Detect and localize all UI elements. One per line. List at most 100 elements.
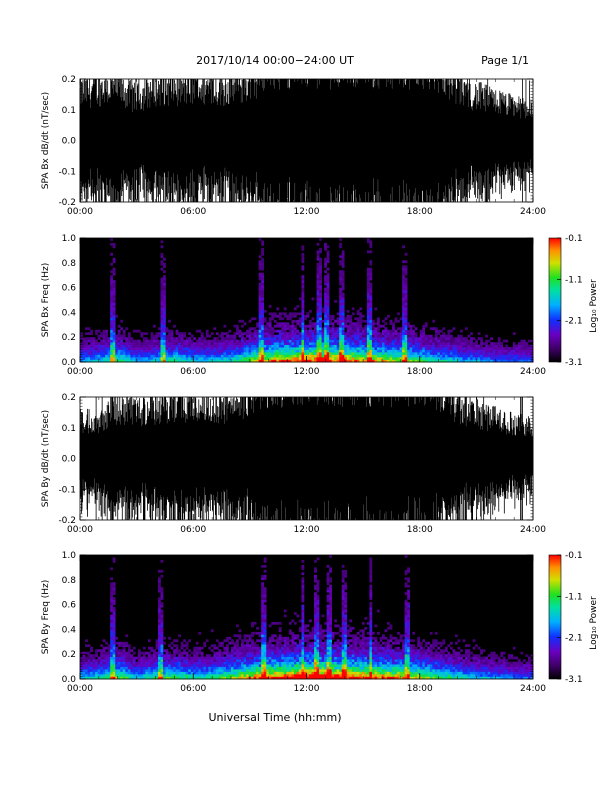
- heatmap-cell: [195, 352, 199, 355]
- heatmap-cell: [303, 669, 307, 672]
- x-tick-label: 18:00: [407, 525, 433, 535]
- heatmap-cell: [314, 612, 317, 615]
- heatmap-cell: [236, 641, 239, 645]
- heatmap-cell: [341, 349, 345, 353]
- heatmap-cell: [200, 349, 204, 353]
- heatmap-cell: [316, 661, 320, 665]
- heatmap-cell: [160, 359, 164, 363]
- heatmap-cell: [339, 270, 343, 274]
- heatmap-cell: [281, 666, 285, 670]
- heatmap-cell: [432, 319, 436, 323]
- heatmap-cell: [298, 674, 302, 677]
- heatmap-cell: [220, 332, 224, 336]
- heatmap-cell: [112, 242, 116, 246]
- heatmap-cell: [326, 654, 330, 657]
- heatmap-cell: [180, 359, 184, 363]
- heatmap-cell: [301, 614, 305, 618]
- heatmap-cell: [291, 654, 295, 657]
- heatmap-cell: [253, 352, 257, 355]
- heatmap-cell: [530, 347, 534, 350]
- heatmap-cell: [261, 659, 265, 662]
- heatmap-cell: [145, 337, 149, 340]
- heatmap-cell: [359, 344, 363, 348]
- heatmap-cell: [163, 290, 166, 293]
- heatmap-cell: [442, 339, 446, 343]
- heatmap-cell: [374, 344, 378, 348]
- heatmap-cell: [301, 357, 305, 360]
- heatmap-cell: [105, 354, 108, 358]
- heatmap-cell: [193, 651, 197, 655]
- heatmap-cell: [233, 666, 237, 670]
- heatmap-cell: [132, 344, 136, 348]
- heatmap-cell: [225, 664, 229, 667]
- heatmap-cell: [256, 654, 259, 657]
- heatmap-cell: [314, 322, 317, 326]
- heatmap-cell: [341, 357, 345, 360]
- heatmap-cell: [158, 569, 161, 573]
- heatmap-cell: [268, 359, 272, 363]
- heatmap-cell: [309, 646, 312, 650]
- heatmap-cell: [316, 669, 320, 672]
- heatmap-cell: [248, 337, 252, 340]
- heatmap-cell: [319, 646, 322, 650]
- heatmap-cell: [195, 651, 199, 655]
- heatmap-cell: [449, 342, 453, 345]
- heatmap-cell: [147, 661, 151, 665]
- heatmap-cell: [361, 334, 365, 338]
- heatmap-cell: [95, 649, 98, 653]
- heatmap-cell: [193, 344, 197, 348]
- heatmap-cell: [301, 664, 305, 667]
- heatmap-cell: [125, 347, 129, 350]
- heatmap-cell: [465, 352, 468, 355]
- heatmap-cell: [394, 349, 398, 353]
- heatmap-cell: [271, 332, 275, 336]
- heatmap-cell: [110, 332, 114, 336]
- heatmap-cell: [233, 342, 237, 345]
- heatmap-cell: [152, 349, 156, 353]
- heatmap-cell: [263, 342, 267, 345]
- heatmap-cell: [253, 674, 257, 677]
- heatmap-cell: [339, 245, 343, 249]
- heatmap-cell: [256, 661, 259, 665]
- heatmap-cell: [115, 659, 119, 662]
- heatmap-cell: [163, 280, 166, 283]
- heatmap-cell: [291, 312, 295, 316]
- heatmap-cell: [258, 285, 262, 288]
- heatmap-cell: [215, 659, 219, 662]
- heatmap-cell: [170, 664, 174, 667]
- heatmap-cell: [507, 359, 511, 363]
- heatmap-cell: [319, 342, 322, 345]
- heatmap-cell: [261, 265, 265, 269]
- heatmap-cell: [193, 337, 197, 340]
- heatmap-cell: [359, 354, 363, 358]
- heatmap-cell: [238, 329, 242, 333]
- heatmap-cell: [339, 242, 343, 246]
- heatmap-cell: [316, 334, 320, 338]
- heatmap-cell: [397, 349, 400, 353]
- heatmap-cell: [467, 349, 471, 353]
- heatmap-cell: [188, 639, 192, 643]
- heatmap-cell: [454, 347, 458, 350]
- heatmap-cell: [210, 352, 214, 355]
- heatmap-cell: [306, 329, 310, 333]
- heatmap-cell: [339, 302, 343, 306]
- heatmap-cell: [115, 359, 119, 363]
- heatmap-cell: [497, 349, 501, 353]
- heatmap-cell: [248, 344, 252, 348]
- heatmap-cell: [359, 322, 363, 326]
- heatmap-cell: [145, 656, 149, 660]
- heatmap-cell: [462, 337, 466, 340]
- heatmap-cell: [281, 322, 285, 326]
- heatmap-cell: [349, 354, 353, 358]
- heatmap-cell: [263, 612, 267, 615]
- heatmap-cell: [419, 339, 423, 343]
- heatmap-cell: [200, 654, 204, 657]
- heatmap-cell: [326, 614, 330, 618]
- heatmap-cell: [238, 646, 242, 650]
- heatmap-cell: [150, 337, 154, 340]
- heatmap-cell: [115, 357, 119, 360]
- heatmap-cell: [80, 354, 83, 358]
- heatmap-cell: [306, 352, 310, 355]
- heatmap-cell: [402, 344, 405, 348]
- heatmap-cell: [112, 272, 116, 276]
